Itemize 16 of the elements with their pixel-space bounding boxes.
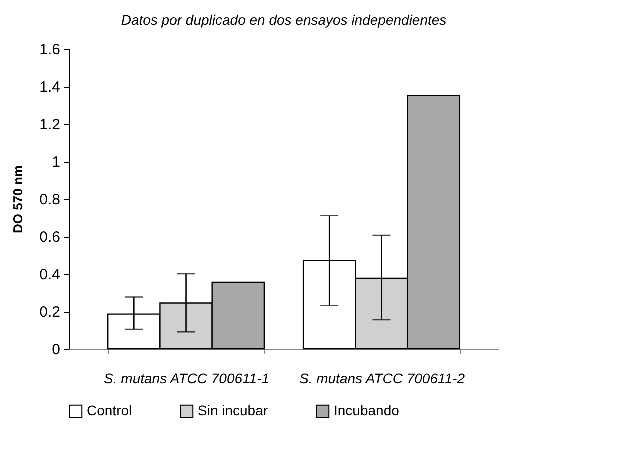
chart-title: Datos por duplicado en dos ensayos independientes xyxy=(121,12,447,28)
y-tick-label: 1.2 xyxy=(40,116,60,134)
y-tick-label: 1.6 xyxy=(40,42,60,58)
legend-label: Incubando xyxy=(334,402,400,418)
y-tick-label: 0.8 xyxy=(40,192,60,208)
y-tick-label: 0 xyxy=(52,342,60,358)
y-tick-label: 1 xyxy=(52,154,60,171)
y-axis-title: DO 570 nm xyxy=(10,166,26,234)
y-tick-label: 0.6 xyxy=(40,229,60,246)
legend-label: Control xyxy=(87,402,132,418)
x-tick-label: S. mutans ATCC 700611-1 xyxy=(104,370,270,386)
y-tick-label: 0.2 xyxy=(40,304,60,321)
legend-label: Sin incubar xyxy=(198,402,268,418)
y-tick-label: 1.4 xyxy=(40,79,60,96)
y-tick-label: 0.4 xyxy=(40,266,60,284)
x-tick-label: S. mutans ATCC 700611-2 xyxy=(299,370,466,386)
